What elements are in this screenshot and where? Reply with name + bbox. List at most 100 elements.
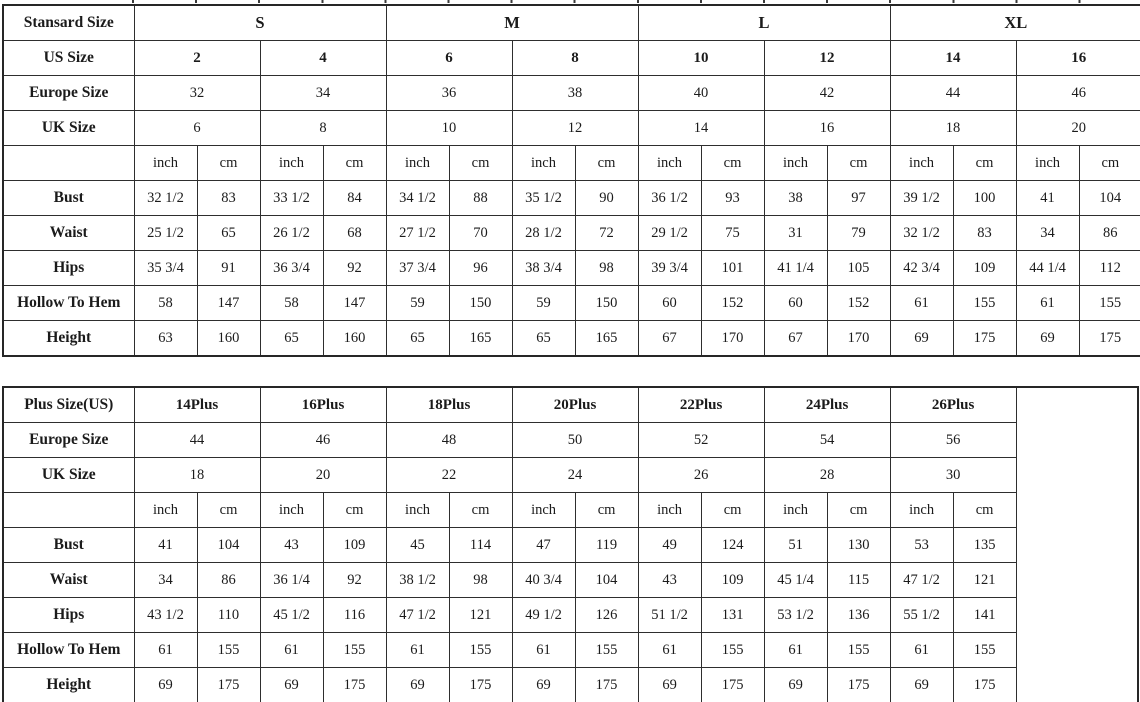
us-size-value-cell: 16	[1015, 40, 1140, 76]
uk-size-value-cell: 20	[1015, 110, 1140, 146]
units-value-cell: cm	[448, 145, 513, 181]
table-row-plus-size-header: Plus Size(US) 14Plus 16Plus 18Plus 20Plus 22P…	[2, 386, 1139, 702]
europe-size-value-cell: 38	[511, 75, 639, 111]
bust-value-cell: 83	[196, 180, 261, 216]
hollow-to-hem-value-cell: 155	[1078, 285, 1140, 321]
europe-size-value-cell: 32	[133, 75, 261, 111]
empty-spacer-cell	[1015, 386, 1139, 702]
hollow-to-hem-value-cell: 150	[448, 285, 513, 321]
hips-value-cell: 131	[700, 597, 765, 633]
hips-value-cell: 116	[322, 597, 387, 633]
hips-value-cell: 47 1/2	[385, 597, 450, 633]
hollow-to-hem-value-cell: 155	[952, 285, 1017, 321]
height-value-cell: 160	[322, 320, 387, 357]
bust-value-cell: 90	[574, 180, 639, 216]
europe-size-value-cell: 54	[763, 422, 891, 458]
plus-size-header-value-cell: 26Plus	[889, 386, 1017, 423]
table-row-units: inch cm inch cm inch cm inch cm inch cm inch cm inch…	[2, 492, 1138, 528]
units-value-cell: cm	[196, 145, 261, 181]
units-value-cell: cm	[322, 145, 387, 181]
height-value-cell: 175	[196, 667, 261, 702]
hips-value-cell: 112	[1078, 250, 1140, 286]
europe-size-row-label: Europe Size	[2, 422, 135, 458]
waist-value-cell: 86	[196, 562, 261, 598]
units-value-cell: cm	[1078, 145, 1140, 181]
units-value-cell: inch	[763, 145, 828, 181]
hips-value-cell: 49 1/2	[511, 597, 576, 633]
units-row-label	[2, 145, 135, 181]
hollow-to-hem-value-cell: 61	[259, 632, 324, 668]
height-value-cell: 160	[196, 320, 261, 357]
uk-size-value-cell: 24	[511, 457, 639, 493]
hips-value-cell: 105	[826, 250, 891, 286]
us-size-value-cell: 8	[511, 40, 639, 76]
waist-row-label: Waist	[2, 215, 135, 251]
hollow-to-hem-value-cell: 61	[1015, 285, 1080, 321]
uk-size-value-cell: 10	[385, 110, 513, 146]
hips-row-label: Hips	[2, 597, 135, 633]
hips-value-cell: 36 3/4	[259, 250, 324, 286]
waist-value-cell: 34	[133, 562, 198, 598]
table-row-hips: Hips 35 3/4 91 36 3/4 92 37 3/4 96 38 3/4 98 39 3…	[2, 250, 1140, 286]
waist-value-cell: 68	[322, 215, 387, 251]
height-value-cell: 69	[889, 667, 954, 702]
bust-value-cell: 104	[196, 527, 261, 563]
hollow-to-hem-value-cell: 61	[637, 632, 702, 668]
waist-value-cell: 115	[826, 562, 891, 598]
table-row-hollow-to-hem: Hollow To Hem 61 155 61 155 61 155 61 155 61 155 61…	[2, 632, 1138, 668]
hollow-to-hem-value-cell: 61	[133, 632, 198, 668]
waist-value-cell: 27 1/2	[385, 215, 450, 251]
bust-value-cell: 88	[448, 180, 513, 216]
uk-size-value-cell: 18	[889, 110, 1017, 146]
hips-value-cell: 38 3/4	[511, 250, 576, 286]
bust-value-cell: 130	[826, 527, 891, 563]
us-size-value-cell: 12	[763, 40, 891, 76]
bust-value-cell: 53	[889, 527, 954, 563]
standard-size-header-row-label: Stansard Size	[2, 4, 135, 41]
table-row-europe-size: Europe Size 44 46 48 50 52 54 56	[2, 422, 1138, 458]
bust-value-cell: 41	[133, 527, 198, 563]
top-crop-ticks	[132, 0, 1140, 3]
units-value-cell: cm	[700, 145, 765, 181]
waist-value-cell: 86	[1078, 215, 1140, 251]
table-row-uk-size: UK Size 6 8 10 12 14 16 18 20	[2, 110, 1140, 146]
bust-value-cell: 38	[763, 180, 828, 216]
standard-size-header-value-cell: M	[385, 4, 639, 41]
bust-value-cell: 45	[385, 527, 450, 563]
height-row-label: Height	[2, 667, 135, 702]
table-row-bust: Bust 32 1/2 83 33 1/2 84 34 1/2 88 35 1/2 90 36 1…	[2, 180, 1140, 216]
uk-size-value-cell: 26	[637, 457, 765, 493]
bust-value-cell: 124	[700, 527, 765, 563]
table-row-uk-size: UK Size 18 20 22 24 26 28 30	[2, 457, 1138, 493]
hollow-to-hem-value-cell: 155	[700, 632, 765, 668]
table-row-europe-size: Europe Size 32 34 36 38 40 42 44 46	[2, 75, 1140, 111]
europe-size-value-cell: 46	[259, 422, 387, 458]
height-value-cell: 175	[448, 667, 513, 702]
plus-size-header-value-cell: 22Plus	[637, 386, 765, 423]
hips-value-cell: 39 3/4	[637, 250, 702, 286]
standard-size-header-value-cell: XL	[889, 4, 1140, 41]
units-value-cell: inch	[133, 492, 198, 528]
hollow-to-hem-value-cell: 59	[385, 285, 450, 321]
waist-value-cell: 34	[1015, 215, 1080, 251]
hollow-to-hem-value-cell: 155	[196, 632, 261, 668]
bust-value-cell: 34 1/2	[385, 180, 450, 216]
waist-value-cell: 43	[637, 562, 702, 598]
height-value-cell: 69	[133, 667, 198, 702]
hips-row-label: Hips	[2, 250, 135, 286]
europe-size-value-cell: 40	[637, 75, 765, 111]
hollow-to-hem-value-cell: 152	[700, 285, 765, 321]
units-value-cell: cm	[574, 145, 639, 181]
us-size-value-cell: 2	[133, 40, 261, 76]
hollow-to-hem-value-cell: 60	[637, 285, 702, 321]
hollow-to-hem-value-cell: 61	[889, 632, 954, 668]
waist-row-label: Waist	[2, 562, 135, 598]
height-value-cell: 175	[952, 320, 1017, 357]
units-value-cell: inch	[889, 145, 954, 181]
standard-size-header-value-cell: L	[637, 4, 891, 41]
units-value-cell: cm	[826, 145, 891, 181]
waist-value-cell: 47 1/2	[889, 562, 954, 598]
height-value-cell: 65	[385, 320, 450, 357]
table-row-height: Height 69 175 69 175 69 175 69 175 69 175 69 175 69 17…	[2, 667, 1138, 702]
height-value-cell: 69	[511, 667, 576, 702]
